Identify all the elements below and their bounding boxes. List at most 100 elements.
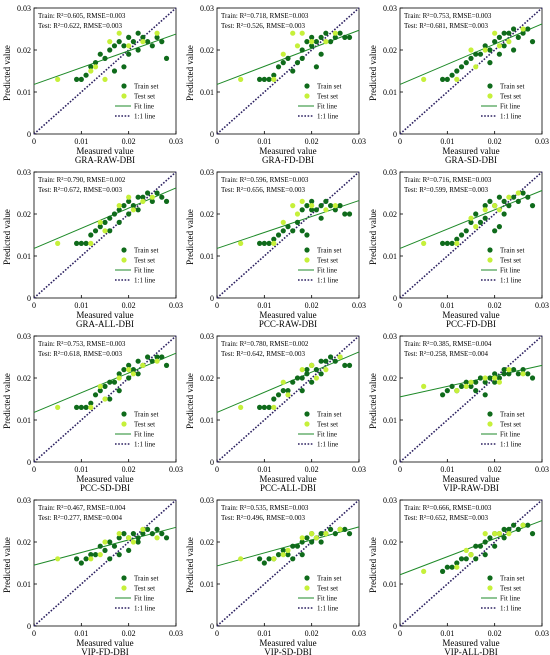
train-point: [468, 219, 474, 225]
legend-train-label: Train set: [500, 83, 524, 91]
train-point: [313, 367, 319, 373]
train-stats: Train: R²=0.718, RMSE=0.003: [221, 12, 309, 20]
x-axis-label: Measured value: [259, 638, 316, 648]
panel-title: GRA-SD-DBI: [445, 155, 497, 165]
train-point: [477, 219, 484, 225]
train-point: [78, 404, 84, 410]
x-tick-label: 0: [215, 137, 219, 146]
panel-title: PCC-RAW-DBI: [259, 319, 317, 329]
test-point: [323, 531, 329, 537]
train-point: [285, 552, 291, 558]
train-point: [525, 26, 531, 32]
train-point: [140, 34, 146, 41]
test-stats: Test: R²=0.258, RMSE=0.004: [404, 350, 488, 358]
test-point: [520, 371, 526, 377]
train-point: [463, 556, 469, 562]
test-point: [482, 375, 488, 381]
y-tick-label: 0.02: [17, 46, 31, 55]
test-point: [154, 535, 160, 541]
test-point: [290, 203, 296, 209]
one-to-one-line: [33, 7, 177, 135]
legend-train-marker: [121, 575, 127, 581]
legend-fit-label: Fit line: [500, 431, 520, 439]
x-tick-label: 0.03: [169, 137, 183, 146]
train-point: [78, 560, 84, 566]
legend-train-marker: [304, 247, 310, 253]
train-point: [299, 388, 305, 394]
one-to-one-line: [216, 335, 360, 463]
test-point: [126, 535, 132, 541]
train-point: [74, 556, 80, 562]
legend-fit-label: Fit line: [500, 267, 520, 275]
legend-one-to-one-label: 1:1 line: [134, 277, 155, 285]
y-axis-label: Predicted value: [185, 537, 195, 593]
train-point: [511, 26, 517, 32]
train-point: [449, 72, 455, 78]
y-tick-label: 0.03: [17, 168, 31, 177]
test-point: [468, 379, 474, 385]
train-point: [318, 215, 324, 221]
legend-test-marker: [121, 585, 127, 591]
train-point: [130, 367, 136, 373]
train-point: [111, 543, 118, 549]
x-tick-label: 0: [398, 465, 402, 474]
test-point: [55, 240, 61, 246]
train-point: [444, 388, 450, 394]
train-point: [285, 388, 291, 394]
train-point: [116, 535, 122, 541]
legend-fit-label: Fit line: [134, 103, 154, 111]
test-stats: Test: R²=0.622, RMSE=0.003: [38, 22, 122, 30]
train-point: [163, 535, 170, 541]
chart-panel: 0 0.01 0.02 0.03 0 0.01 0.02 0.03 Train: R²=0.59…: [185, 168, 366, 329]
legend-test-label: Test set: [134, 93, 155, 101]
test-stats: Test: R²=0.652, RMSE=0.003: [404, 514, 488, 522]
panel-title: GRA-ALL-DBI: [76, 319, 134, 329]
legend-test-marker: [487, 93, 493, 99]
plot-frame: [33, 7, 177, 135]
test-point: [332, 30, 338, 36]
x-tick-label: 0: [398, 629, 402, 638]
train-point: [135, 358, 141, 364]
legend-train-label: Train set: [317, 411, 341, 419]
x-tick-label: 0.03: [535, 629, 549, 638]
train-point: [257, 240, 263, 246]
test-point: [515, 190, 521, 196]
legend-train-label: Train set: [317, 83, 341, 91]
train-point: [515, 526, 521, 532]
train-stats: Train: R²=0.605, RMSE=0.003: [38, 12, 126, 20]
one-to-one-line: [399, 335, 543, 463]
train-point: [342, 362, 348, 368]
train-point: [529, 375, 536, 381]
panel-title: PCC-FD-DBI: [446, 319, 496, 329]
test-point: [496, 207, 502, 213]
train-point: [511, 367, 517, 373]
train-point: [304, 39, 310, 45]
train-point: [444, 240, 450, 246]
train-point: [487, 375, 493, 381]
train-point: [440, 568, 446, 574]
train-point: [454, 68, 460, 74]
train-point: [525, 522, 531, 528]
x-tick-label: 0.01: [257, 137, 271, 146]
train-point: [83, 72, 89, 78]
train-point: [482, 392, 488, 398]
test-point: [116, 531, 122, 537]
legend-fit-label: Fit line: [500, 595, 520, 603]
test-point: [271, 404, 277, 410]
x-tick-label: 0.02: [122, 137, 136, 146]
x-tick-label: 0.02: [305, 301, 319, 310]
train-point: [323, 30, 329, 36]
x-tick-label: 0.03: [169, 629, 183, 638]
x-tick-label: 0.01: [257, 465, 271, 474]
train-point: [74, 404, 80, 410]
train-point: [154, 354, 160, 360]
plot-frame: [399, 7, 543, 135]
train-point: [515, 371, 521, 377]
train-point: [337, 203, 343, 209]
plot-frame: [216, 335, 360, 463]
legend-train-marker: [304, 83, 310, 89]
train-point: [126, 375, 132, 381]
train-point: [323, 198, 329, 204]
test-point: [468, 47, 474, 53]
test-point: [506, 194, 512, 200]
